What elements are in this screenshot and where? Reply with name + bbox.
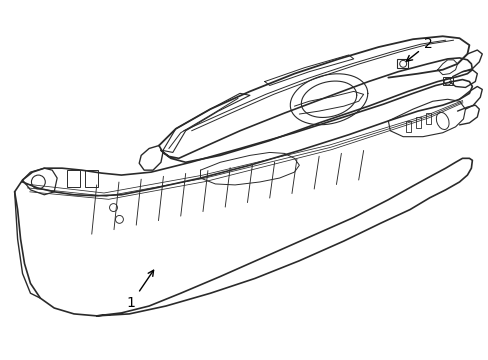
Bar — [396, 59, 407, 68]
Bar — [67, 170, 80, 187]
Text: 1: 1 — [126, 270, 153, 310]
Text: 2: 2 — [406, 37, 431, 61]
Bar — [425, 113, 430, 124]
Bar — [84, 170, 98, 187]
Bar — [406, 121, 410, 132]
Bar — [442, 77, 452, 85]
Bar — [415, 117, 420, 128]
